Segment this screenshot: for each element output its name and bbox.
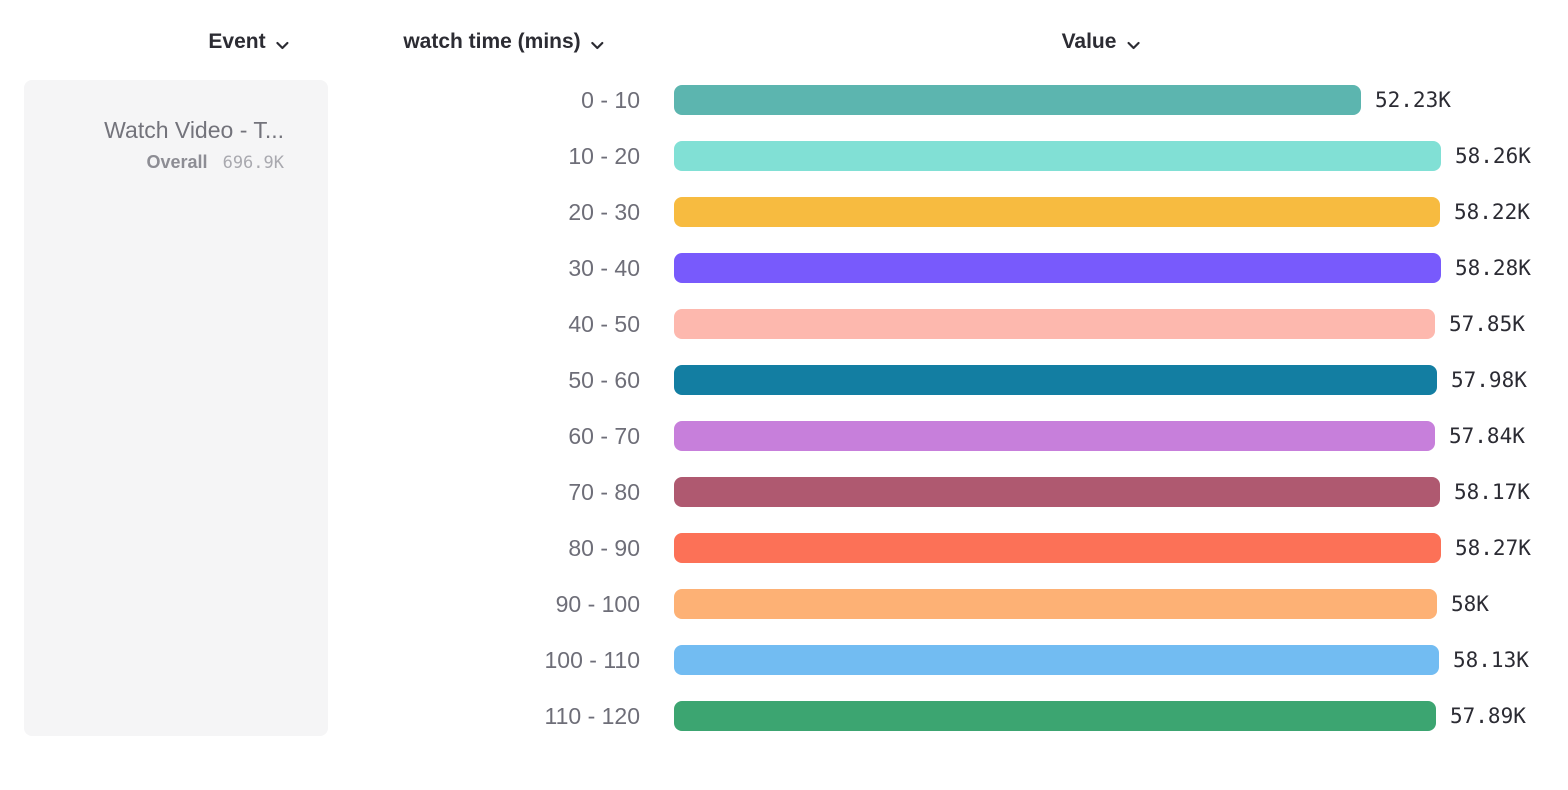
value-label: 52.23K [1375, 88, 1451, 112]
event-column-dropdown[interactable]: Event [208, 28, 289, 56]
value-column-label: Value [1061, 30, 1117, 53]
value-label: 57.85K [1449, 312, 1525, 336]
bar-segment[interactable] [674, 589, 1437, 619]
bucket-label: 60 - 70 [568, 422, 640, 449]
bar-segment[interactable] [674, 253, 1441, 283]
bar-row: 70 - 80 58.17K [0, 464, 1568, 520]
bar-segment[interactable] [674, 701, 1436, 731]
event-column-label: Event [208, 30, 266, 53]
value-label: 58.28K [1455, 256, 1531, 280]
bucket-label: 40 - 50 [568, 310, 640, 337]
bucket-label: 20 - 30 [568, 198, 640, 225]
event-title[interactable]: Watch Video - T... [104, 117, 284, 143]
bar-segment[interactable] [674, 141, 1441, 171]
value-label: 58.22K [1454, 200, 1530, 224]
value-label: 58.27K [1455, 536, 1531, 560]
bucket-label: 0 - 10 [581, 86, 640, 113]
bucket-label: 10 - 20 [568, 142, 640, 169]
bar-row: 0 - 10 52.23K [0, 72, 1568, 128]
value-label: 57.84K [1449, 424, 1525, 448]
bucket-label: 110 - 120 [544, 702, 640, 729]
overall-label: Overall [146, 151, 208, 172]
value-label: 58K [1451, 592, 1489, 616]
bar-row: 20 - 30 58.22K [0, 184, 1568, 240]
bar-segment[interactable] [674, 197, 1440, 227]
value-label: 57.89K [1450, 704, 1526, 728]
value-label: 58.17K [1454, 480, 1530, 504]
chevron-down-icon [1126, 32, 1140, 56]
bar-row: 60 - 70 57.84K [0, 408, 1568, 464]
bar-segment[interactable] [674, 85, 1361, 115]
bucket-label: 30 - 40 [568, 254, 640, 281]
bar-row: 40 - 50 57.85K [0, 296, 1568, 352]
watch-time-column-label: watch time (mins) [403, 30, 581, 53]
value-label: 58.26K [1455, 144, 1531, 168]
bar-row: 10 - 20 58.26K [0, 128, 1568, 184]
bucket-label: 70 - 80 [568, 478, 640, 505]
overall-value: 696.9K [222, 152, 284, 173]
bucket-label: 90 - 100 [555, 590, 640, 617]
bar-segment[interactable] [674, 421, 1435, 451]
bar-segment[interactable] [674, 645, 1439, 675]
bar-segment[interactable] [674, 477, 1440, 507]
bar-row: 110 - 120 57.89K [0, 688, 1568, 744]
watch-time-column-dropdown[interactable]: watch time (mins) [403, 28, 604, 56]
bar-row: 100 - 110 58.13K [0, 632, 1568, 688]
bar-row: 30 - 40 58.28K [0, 240, 1568, 296]
chevron-down-icon [276, 32, 290, 56]
event-legend-card: Watch Video - T... Overall 696.9K [24, 80, 328, 736]
chevron-down-icon [591, 32, 605, 56]
event-overall-row: Overall 696.9K [24, 152, 284, 173]
bucket-label: 80 - 90 [568, 534, 640, 561]
bucket-label: 50 - 60 [568, 366, 640, 393]
bar-segment[interactable] [674, 533, 1441, 563]
bar-segment[interactable] [674, 309, 1435, 339]
bar-row: 50 - 60 57.98K [0, 352, 1568, 408]
bucket-label: 100 - 110 [544, 646, 640, 673]
bar-segment[interactable] [674, 365, 1437, 395]
bar-row: 90 - 100 58K [0, 576, 1568, 632]
value-label: 57.98K [1451, 368, 1527, 392]
value-label: 58.13K [1453, 648, 1529, 672]
value-column-dropdown[interactable]: Value [1062, 28, 1141, 56]
bar-row: 80 - 90 58.27K [0, 520, 1568, 576]
